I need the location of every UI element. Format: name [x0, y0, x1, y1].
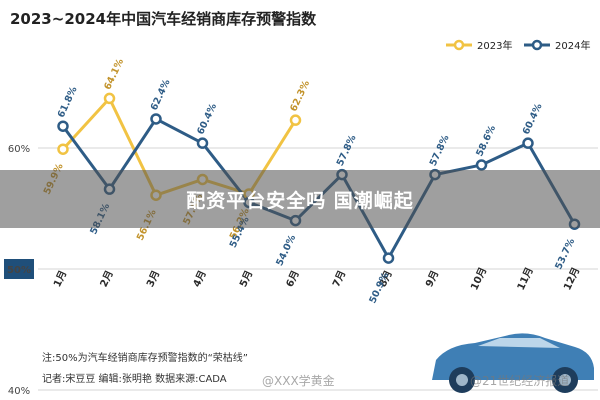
data-label: 62.3% — [288, 78, 312, 113]
overlay-banner: 配资平台安全吗 国潮崛起 — [0, 170, 600, 228]
data-label: 60.4% — [521, 101, 545, 136]
x-tick-label: 5月 — [237, 269, 255, 289]
chart-title: 2023~2024年中国汽车经销商库存预警指数 — [10, 10, 317, 28]
x-tick-label: 1月 — [51, 269, 69, 289]
x-tick-label: 7月 — [330, 269, 348, 289]
data-point — [522, 137, 534, 149]
y-tick-highlight — [4, 259, 34, 279]
data-label: 53.7% — [553, 236, 577, 271]
legend-marker — [531, 39, 543, 51]
data-label: 57.8% — [335, 133, 359, 168]
data-label: 60.4% — [195, 101, 219, 136]
car-illustration — [432, 333, 594, 393]
data-point — [196, 137, 209, 149]
legend-label: 2024年 — [555, 39, 590, 52]
x-tick-label: 9月 — [423, 269, 441, 289]
x-tick-label: 4月 — [191, 269, 209, 289]
note-credits: 记者:宋豆豆 编辑:张明艳 数据来源:CADA — [42, 374, 227, 385]
data-point — [382, 252, 395, 264]
data-label: 64.1% — [102, 57, 126, 92]
watermark-right: @21世纪经济报道 — [470, 374, 570, 388]
y-tick-label: 50% — [7, 265, 31, 276]
legend-label: 2023年 — [477, 39, 512, 52]
data-point — [103, 92, 116, 105]
x-tick-label: 3月 — [144, 269, 162, 289]
data-label: 62.4% — [149, 77, 173, 112]
grid — [38, 147, 598, 391]
watermark-left: @XXX学黄金 — [262, 374, 335, 388]
y-tick-label: 40% — [8, 386, 30, 397]
overlay-text: 配资平台安全吗 国潮崛起 — [186, 189, 414, 212]
data-point — [150, 113, 162, 125]
data-label: 57.8% — [428, 133, 452, 168]
x-tick-label: 6月 — [284, 269, 302, 289]
note-threshold: 注:50%为汽车经销商库存预警指数的“荣枯线” — [42, 353, 248, 364]
data-point — [57, 120, 69, 132]
legend: 2023年 2024年 — [446, 39, 590, 52]
data-label: 54.0% — [274, 233, 298, 268]
data-label: 61.8% — [56, 85, 80, 120]
x-tick-label: 2月 — [98, 269, 116, 289]
legend-marker — [453, 39, 465, 51]
y-tick-label: 60% — [8, 144, 30, 155]
data-point — [475, 159, 488, 171]
data-point — [289, 114, 302, 126]
y-axis: 40% 50% 60% — [4, 144, 34, 397]
data-label: 58.6% — [474, 123, 498, 158]
data-point — [57, 143, 69, 155]
